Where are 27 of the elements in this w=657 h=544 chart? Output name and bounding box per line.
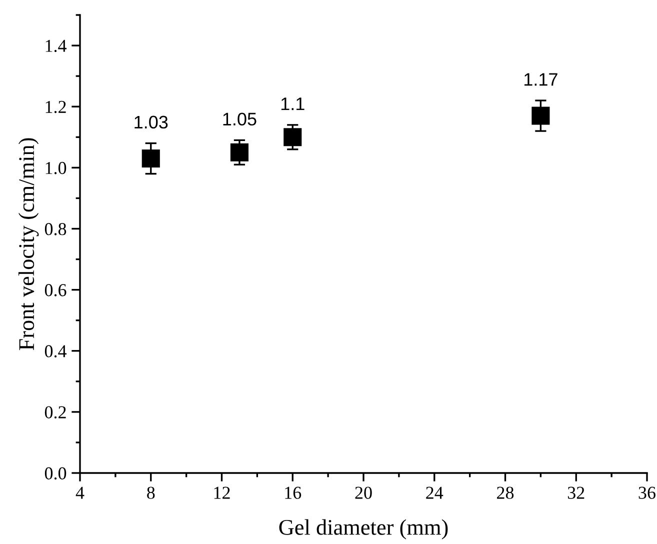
data-label: 1.03 [134, 116, 168, 129]
x-tick-label: 16 [285, 486, 302, 499]
y-tick-label: 0.8 [44, 222, 66, 236]
data-label: 1.1 [281, 98, 304, 110]
x-tick-label: 8 [147, 486, 155, 499]
point [230, 143, 248, 162]
data-label: 1.05 [223, 112, 256, 126]
point [532, 106, 550, 125]
point [142, 149, 160, 168]
point [284, 128, 302, 146]
x-tick-label: 24 [426, 486, 444, 499]
y-tick-label: 0.0 [44, 467, 66, 480]
y-tick-label: 1.2 [46, 100, 66, 114]
y-tick-label: 0.6 [44, 284, 66, 296]
x-tick-label: 4 [76, 486, 84, 499]
y-tick-label: 1.0 [46, 162, 66, 174]
x-tick-label: 20 [355, 486, 372, 499]
x-axis-title: Gel diameter (mm) [279, 519, 448, 540]
data-label: 1.17 [524, 73, 558, 86]
x-tick-label: 12 [214, 486, 230, 499]
y-tick-label: 0.4 [44, 345, 67, 358]
y-axis-title: Front velocity (cm/min) [18, 138, 39, 350]
x-tick-label: 36 [638, 486, 656, 499]
x-tick-label: 28 [497, 486, 514, 499]
x-tick-label: 32 [568, 486, 584, 499]
y-tick-label: 0.2 [44, 406, 66, 418]
y-tick-label: 1.4 [46, 40, 67, 52]
